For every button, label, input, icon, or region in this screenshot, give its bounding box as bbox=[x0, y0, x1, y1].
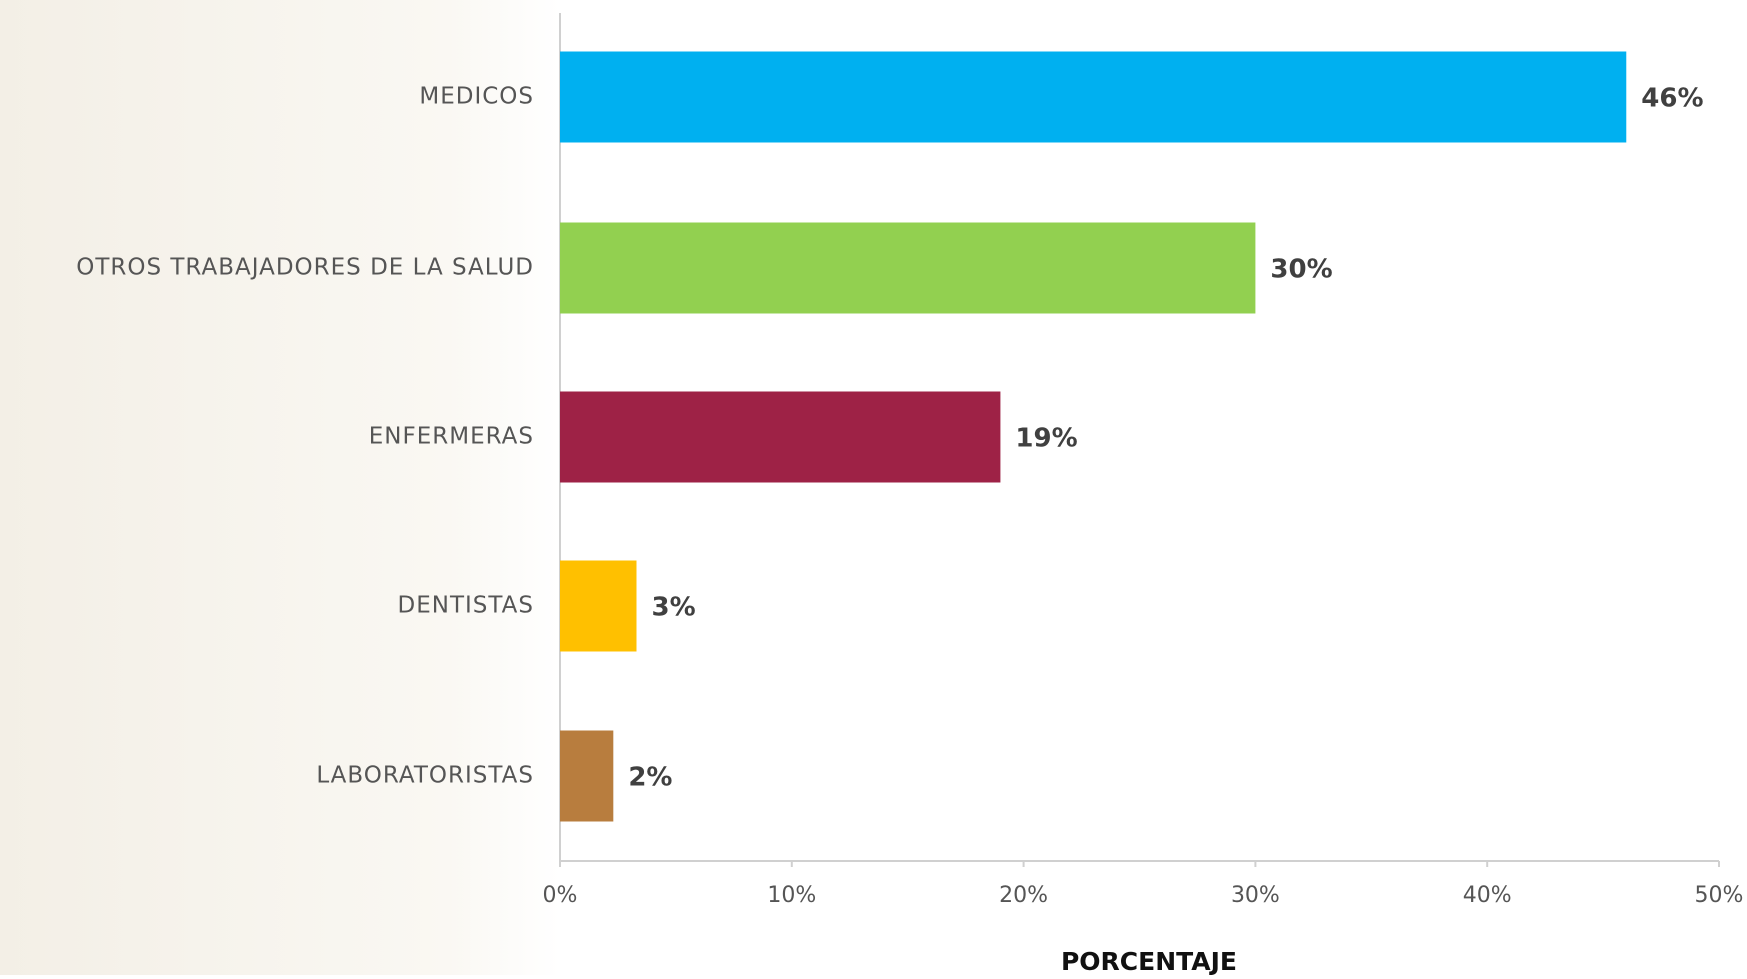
x-tick-label: 0% bbox=[543, 883, 578, 908]
x-tick-label: 20% bbox=[999, 883, 1048, 908]
value-label: 46% bbox=[1641, 84, 1703, 114]
value-label: 3% bbox=[651, 593, 695, 623]
x-tick-label: 30% bbox=[1231, 883, 1280, 908]
category-label: OTROS TRABAJADORES DE LA SALUD bbox=[76, 255, 534, 281]
bar bbox=[560, 222, 1256, 314]
category-label: MEDICOS bbox=[419, 84, 534, 110]
bar bbox=[560, 391, 1001, 483]
category-label: LABORATORISTAS bbox=[316, 763, 534, 789]
bar bbox=[560, 51, 1627, 143]
value-label: 30% bbox=[1270, 255, 1332, 285]
background-pattern bbox=[0, 0, 560, 975]
x-tick-label: 50% bbox=[1695, 883, 1744, 908]
bar bbox=[560, 730, 614, 822]
category-label: ENFERMERAS bbox=[369, 424, 534, 450]
x-tick-label: 10% bbox=[767, 883, 816, 908]
bar bbox=[560, 560, 637, 652]
value-label: 19% bbox=[1015, 424, 1077, 454]
x-tick-label: 40% bbox=[1463, 883, 1512, 908]
x-axis-label: PORCENTAJE bbox=[1061, 947, 1237, 975]
value-label: 2% bbox=[628, 763, 672, 793]
category-label: DENTISTAS bbox=[398, 593, 534, 619]
